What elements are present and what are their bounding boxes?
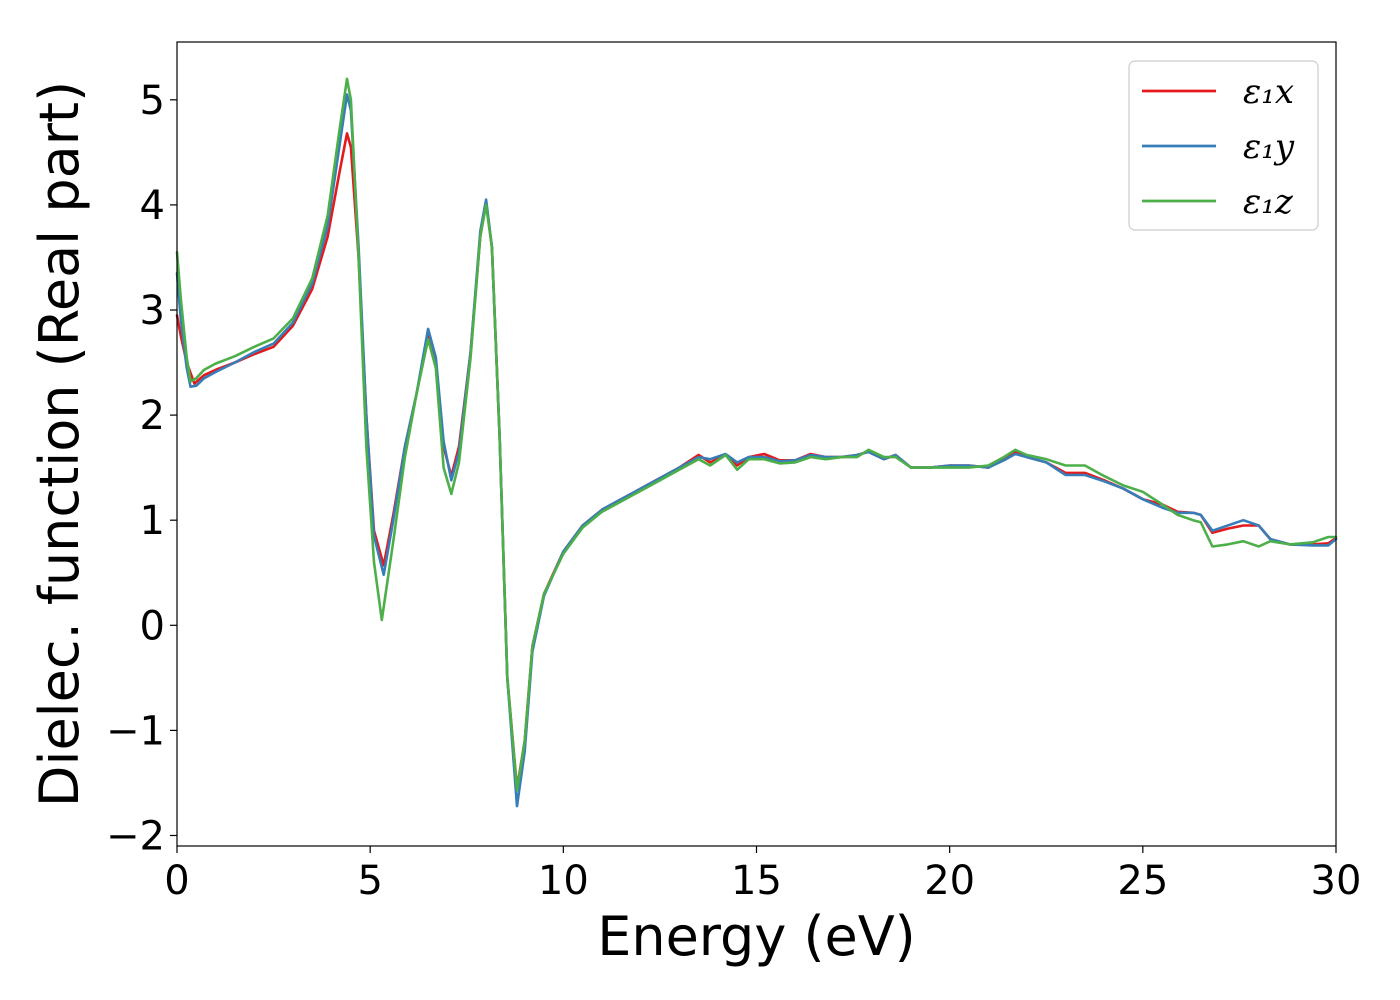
series-line-3 (175, 77, 1338, 792)
y-tick-label: 1 (140, 498, 165, 544)
x-tick-label: 10 (538, 858, 589, 904)
legend: ε₁x ε₁y ε₁z (1128, 60, 1319, 231)
y-tick-label: 3 (140, 288, 165, 334)
x-axis-title: Energy (eV) (597, 905, 916, 968)
x-tick-label: 0 (164, 858, 189, 904)
series-layer (175, 77, 1338, 808)
x-tick-label: 15 (731, 858, 782, 904)
legend-label: ε₁z (1243, 182, 1294, 222)
legend-box (1128, 60, 1319, 231)
y-tick-label: 4 (140, 183, 165, 229)
series-line-2 (175, 93, 1338, 808)
y-tick-label: 0 (140, 603, 165, 649)
legend-label: ε₁y (1243, 127, 1295, 167)
y-tick-label: 5 (140, 78, 165, 124)
y-tick-label: −2 (106, 813, 165, 859)
x-tick-label: 20 (924, 858, 975, 904)
x-tick-label: 5 (357, 858, 382, 904)
y-tick-label: 2 (140, 393, 165, 439)
ticks-layer: 0 5 10 15 20 25 30 −2 −1 0 1 2 3 4 5 (106, 78, 1361, 904)
x-tick-label: 30 (1311, 858, 1362, 904)
legend-label: ε₁x (1243, 72, 1294, 112)
y-tick-label: −1 (106, 708, 165, 754)
series-line-1 (175, 132, 1338, 790)
y-axis-title: Dielec. function (Real part) (28, 81, 91, 807)
x-tick-label: 25 (1117, 858, 1168, 904)
